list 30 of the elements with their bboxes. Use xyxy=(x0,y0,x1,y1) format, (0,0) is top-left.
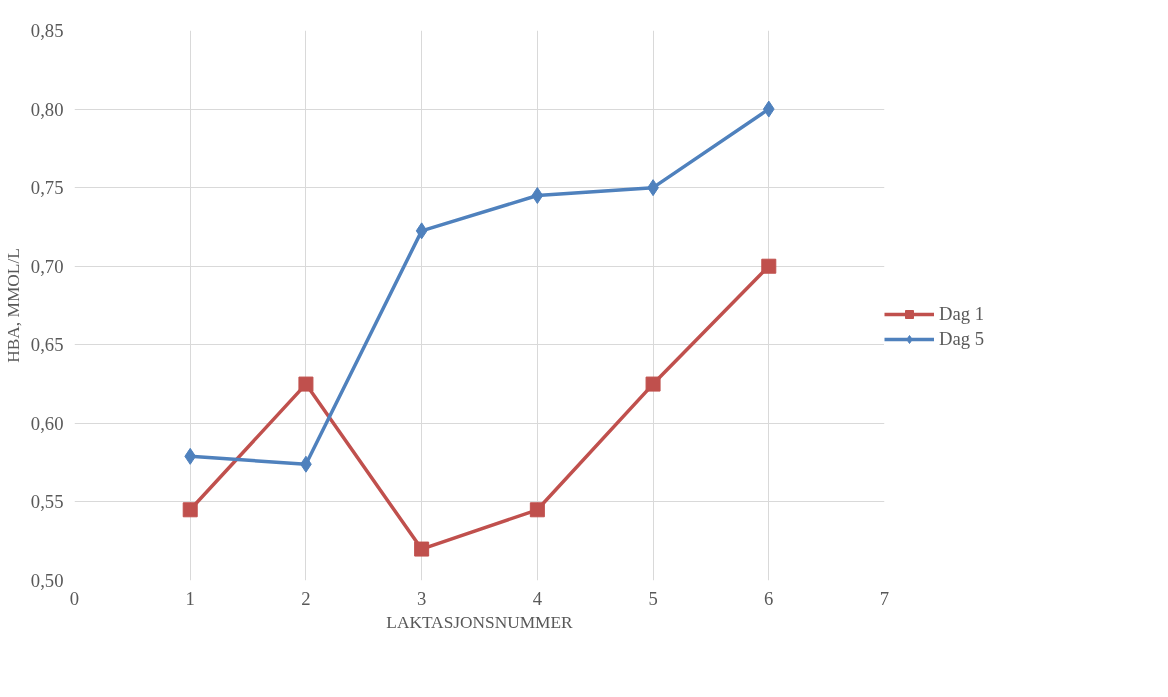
x-tick-label: 1 xyxy=(185,587,195,609)
y-tick-label: 0,60 xyxy=(30,412,64,434)
point xyxy=(529,502,545,518)
point xyxy=(531,187,544,204)
point xyxy=(414,541,430,557)
y-tick-label: 0,85 xyxy=(30,20,64,41)
y-tick-label: 0,75 xyxy=(30,177,64,199)
x-tick-label: 6 xyxy=(764,587,774,609)
point xyxy=(415,222,428,240)
x-tick-label: 4 xyxy=(532,587,543,609)
y-tick-label: 0,80 xyxy=(30,98,64,120)
point xyxy=(645,376,661,392)
y-axis-title: HBA, MMOL/L xyxy=(3,248,23,363)
y-tick-label: 0,55 xyxy=(30,491,64,513)
x-tick-label: 7 xyxy=(879,587,890,609)
point xyxy=(762,100,775,118)
point xyxy=(184,447,197,465)
x-tick-label: 5 xyxy=(648,587,658,609)
x-axis-title: LAKTASJONSNUMMER xyxy=(386,612,574,632)
x-tick-label: 3 xyxy=(416,587,427,609)
y-tick-label: 0,65 xyxy=(30,334,64,356)
x-tick-label: 2 xyxy=(301,587,311,609)
point xyxy=(298,376,314,392)
point xyxy=(761,258,777,274)
legend-label: Dag 5 xyxy=(939,328,985,350)
legend-label: Dag 1 xyxy=(939,303,985,325)
y-tick-label: 0,70 xyxy=(30,255,64,277)
y-tick-label: 0,50 xyxy=(30,570,64,591)
point xyxy=(182,502,198,518)
x-tick-label: 0 xyxy=(69,587,80,609)
